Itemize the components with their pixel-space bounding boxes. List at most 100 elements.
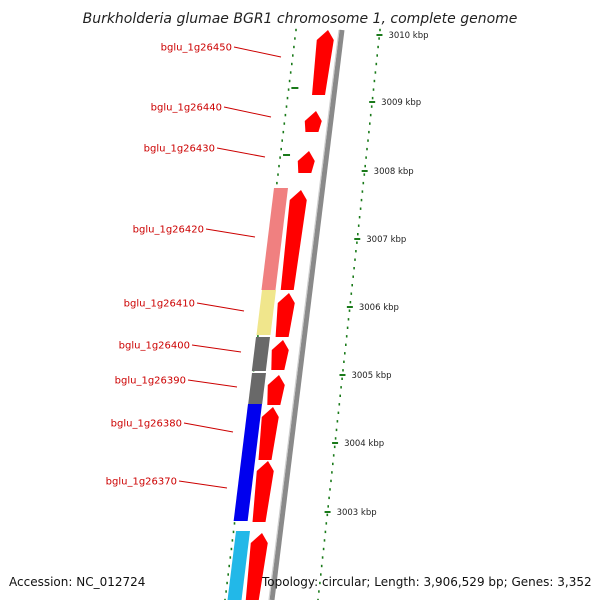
inner-dot bbox=[257, 335, 259, 338]
cog-bar bbox=[261, 188, 288, 290]
inner-dot bbox=[229, 556, 232, 559]
outer-dot bbox=[375, 62, 378, 66]
inner-dot bbox=[228, 564, 230, 568]
gene-leader-line bbox=[183, 422, 234, 433]
gene-label: bglu_1g26440 bbox=[151, 103, 222, 114]
gene-leader-line bbox=[205, 228, 256, 238]
outer-dot bbox=[372, 88, 375, 91]
inner-dot bbox=[287, 88, 290, 91]
outer-dot bbox=[345, 335, 348, 338]
map-title: Burkholderia glumae BGR1 chromosome 1, c… bbox=[83, 11, 518, 27]
outer-dot bbox=[340, 386, 342, 389]
inner-dot bbox=[231, 539, 234, 542]
kbp-label: 3009 kbp bbox=[381, 98, 421, 108]
kbp-label: 3010 kbp bbox=[388, 31, 428, 41]
inner-dot bbox=[276, 181, 278, 185]
outer-dot bbox=[354, 258, 356, 261]
outer-dot bbox=[343, 360, 345, 363]
inner-dot bbox=[283, 122, 286, 125]
outer-dot bbox=[366, 147, 368, 151]
outer-dot bbox=[370, 105, 373, 108]
inner-dot bbox=[282, 130, 285, 134]
kbp-label: 3008 kbp bbox=[374, 167, 414, 177]
inner-dot bbox=[230, 547, 233, 551]
outer-dot bbox=[327, 505, 329, 508]
outer-dot bbox=[359, 207, 362, 210]
kbp-label: 3006 kbp bbox=[359, 303, 399, 313]
outer-dot bbox=[355, 250, 357, 253]
gene-arrow bbox=[271, 340, 289, 370]
cog-bar bbox=[256, 290, 276, 335]
outer-dot bbox=[374, 71, 377, 74]
chromosome-backbone bbox=[268, 29, 345, 600]
outer-dot bbox=[360, 198, 363, 202]
outer-dot bbox=[350, 292, 353, 295]
outer-dot bbox=[357, 233, 359, 236]
gene-label: bglu_1g26370 bbox=[106, 477, 177, 488]
gene-arrow bbox=[304, 111, 322, 132]
outer-dot bbox=[331, 471, 333, 474]
inner-dot bbox=[292, 54, 294, 57]
gene-leader-line bbox=[178, 480, 228, 489]
outer-dot bbox=[341, 377, 343, 380]
outer-dot bbox=[322, 547, 325, 551]
gene-label: bglu_1g26420 bbox=[133, 225, 204, 236]
kbp-label: 3007 kbp bbox=[366, 235, 406, 245]
outer-dot bbox=[324, 530, 327, 534]
outer-dot bbox=[344, 352, 346, 355]
gene-labels: bglu_1g26450 bglu_1g26440 bglu_1g26430bglu… bbox=[106, 43, 282, 489]
outer-dot bbox=[378, 37, 380, 40]
outer-dot bbox=[332, 462, 334, 466]
outer-dot bbox=[369, 113, 372, 117]
gene-leader-line bbox=[223, 106, 272, 118]
inner-dot bbox=[291, 62, 293, 66]
gene-arrow bbox=[297, 151, 315, 173]
outer-dot bbox=[365, 156, 367, 159]
outer-dot bbox=[377, 45, 379, 49]
outer-dot bbox=[317, 598, 319, 600]
gene-leader-line bbox=[196, 302, 245, 312]
inner-dot bbox=[279, 156, 281, 159]
outer-dot bbox=[364, 164, 366, 168]
outer-dot bbox=[371, 96, 374, 100]
inner-dot bbox=[284, 113, 287, 117]
inner-dot bbox=[288, 79, 291, 83]
outer-dot bbox=[333, 445, 336, 449]
inner-dot bbox=[225, 590, 227, 593]
outer-dot bbox=[357, 224, 360, 227]
outer-dot bbox=[329, 488, 331, 491]
outer-dot bbox=[368, 130, 370, 134]
outer-dot bbox=[345, 343, 347, 346]
outer-dot bbox=[335, 428, 338, 432]
inner-dot bbox=[289, 71, 292, 74]
cog-category-bars bbox=[227, 188, 288, 600]
gene-arrow bbox=[280, 190, 307, 290]
gene-leader-line bbox=[216, 147, 266, 158]
inner-dot bbox=[293, 45, 295, 49]
cog-bar bbox=[251, 337, 270, 371]
outer-dot bbox=[349, 301, 352, 304]
gene-label: bglu_1g26410 bbox=[124, 299, 195, 310]
outer-dot bbox=[352, 275, 354, 278]
outer-dot bbox=[320, 564, 323, 568]
outer-dot bbox=[338, 403, 341, 406]
kbp-ticks: 3010 kbp 3009 kbp 3008 kbp 3007 kbp 3006 kbp… bbox=[231, 31, 429, 566]
outer-dot bbox=[318, 590, 320, 593]
outer-dot bbox=[332, 454, 335, 457]
cog-bar bbox=[248, 373, 266, 404]
gene-arrow bbox=[312, 30, 334, 95]
outer-dot bbox=[326, 513, 329, 517]
inner-dot bbox=[281, 139, 283, 142]
gene-arrow bbox=[245, 533, 268, 600]
outer-dot bbox=[321, 556, 324, 559]
gene-label: bglu_1g26450 bbox=[161, 43, 232, 54]
outer-dot bbox=[358, 216, 361, 219]
outer-dot bbox=[348, 309, 351, 312]
inner-dot bbox=[227, 573, 229, 576]
outer-dot bbox=[369, 122, 371, 125]
accession-label: Accession: NC_012724 bbox=[9, 575, 145, 589]
outer-dot bbox=[325, 522, 328, 525]
inner-dot bbox=[226, 581, 228, 585]
gene-arrow bbox=[252, 461, 274, 522]
